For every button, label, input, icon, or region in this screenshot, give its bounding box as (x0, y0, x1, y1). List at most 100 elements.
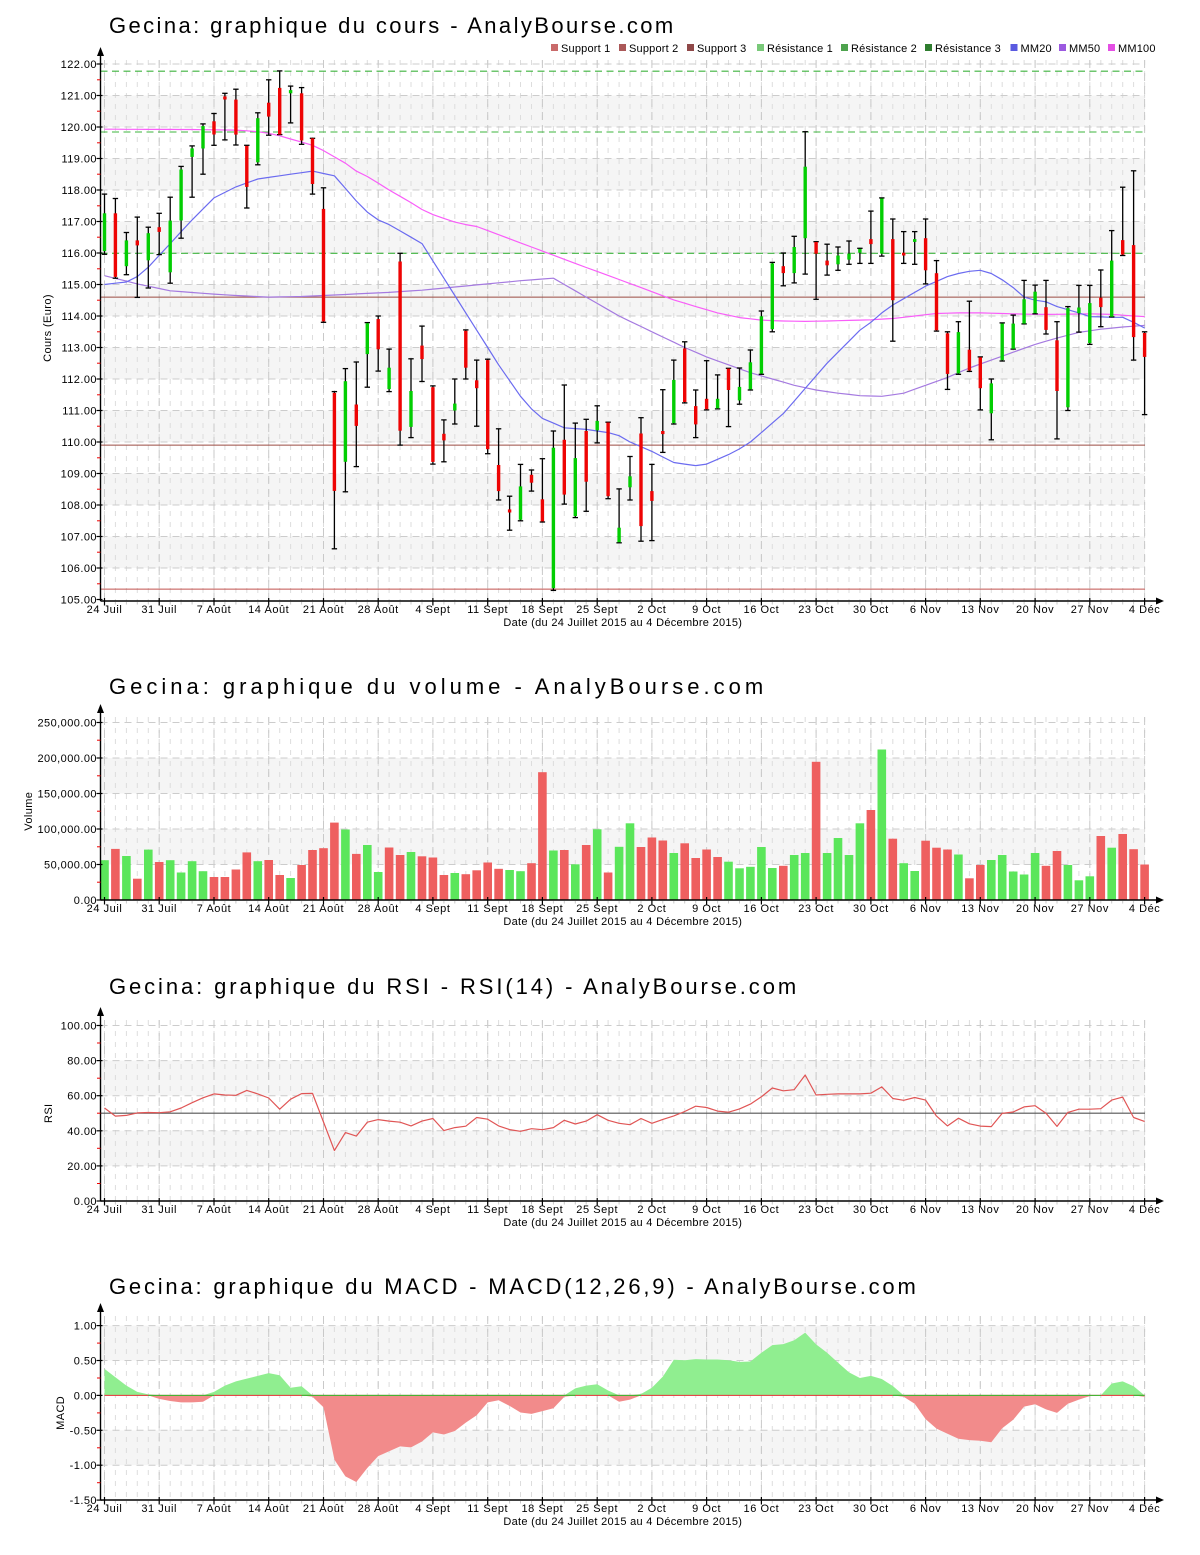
svg-text:250,000.00: 250,000.00 (37, 718, 97, 730)
svg-text:4 Déc: 4 Déc (1129, 604, 1161, 616)
svg-text:11 Sept: 11 Sept (467, 604, 508, 616)
svg-text:13 Nov: 13 Nov (961, 1204, 999, 1216)
svg-text:200,000.00: 200,000.00 (37, 753, 97, 765)
svg-text:108.00: 108.00 (61, 500, 97, 512)
svg-text:11 Sept: 11 Sept (467, 1204, 508, 1216)
svg-text:Gecina: graphique du volume -: Gecina: graphique du volume - AnalyBours… (109, 674, 767, 699)
svg-text:106.00: 106.00 (61, 563, 97, 575)
svg-text:18 Sept: 18 Sept (522, 604, 564, 616)
svg-text:Support 1: Support 1 (561, 43, 611, 55)
svg-text:9 Oct: 9 Oct (692, 903, 721, 915)
svg-text:20 Nov: 20 Nov (1016, 604, 1054, 616)
svg-text:2 Oct: 2 Oct (637, 604, 666, 616)
svg-text:27 Nov: 27 Nov (1071, 903, 1109, 915)
svg-text:28 Août: 28 Août (358, 903, 399, 915)
svg-text:Date (du 24 Juillet 2015 au 4: Date (du 24 Juillet 2015 au 4 Décembre 2… (503, 916, 742, 928)
svg-text:RSI: RSI (43, 1103, 55, 1123)
svg-text:120.00: 120.00 (61, 122, 97, 134)
svg-text:16 Oct: 16 Oct (744, 903, 780, 915)
svg-text:23 Oct: 23 Oct (798, 1204, 834, 1216)
svg-text:9 Oct: 9 Oct (692, 1204, 721, 1216)
svg-text:28 Août: 28 Août (358, 1503, 399, 1515)
svg-text:18 Sept: 18 Sept (522, 1503, 564, 1515)
svg-text:Date (du 24 Juillet 2015 au 4: Date (du 24 Juillet 2015 au 4 Décembre 2… (503, 1516, 742, 1528)
svg-text:25 Sept: 25 Sept (576, 604, 618, 616)
svg-text:7 Août: 7 Août (197, 604, 232, 616)
svg-text:11 Sept: 11 Sept (467, 1503, 508, 1515)
svg-text:6 Nov: 6 Nov (910, 903, 942, 915)
svg-text:4 Déc: 4 Déc (1129, 1503, 1161, 1515)
svg-text:100,000.00: 100,000.00 (37, 824, 97, 836)
svg-text:Cours (Euro): Cours (Euro) (42, 294, 54, 362)
svg-text:114.00: 114.00 (61, 311, 97, 323)
svg-text:31 Juil: 31 Juil (141, 1503, 177, 1515)
svg-text:30 Oct: 30 Oct (853, 1204, 889, 1216)
svg-text:50,000.00: 50,000.00 (44, 860, 97, 872)
svg-text:122.00: 122.00 (61, 59, 97, 71)
svg-text:21 Août: 21 Août (303, 604, 344, 616)
svg-text:25 Sept: 25 Sept (576, 1204, 618, 1216)
svg-text:20 Nov: 20 Nov (1016, 1204, 1054, 1216)
svg-text:24 Juil: 24 Juil (87, 604, 123, 616)
svg-text:109.00: 109.00 (61, 469, 97, 481)
svg-text:Date (du 24 Juillet 2015 au 4: Date (du 24 Juillet 2015 au 4 Décembre 2… (503, 617, 742, 629)
svg-text:7 Août: 7 Août (197, 903, 232, 915)
svg-text:4 Déc: 4 Déc (1129, 1204, 1161, 1216)
svg-text:0.00: 0.00 (74, 1196, 97, 1208)
svg-text:107.00: 107.00 (61, 532, 97, 544)
svg-text:18 Sept: 18 Sept (522, 903, 564, 915)
svg-text:-0.50: -0.50 (70, 1425, 97, 1437)
svg-text:20 Nov: 20 Nov (1016, 903, 1054, 915)
svg-text:MACD: MACD (55, 1396, 67, 1430)
svg-text:1.00: 1.00 (74, 1321, 97, 1333)
svg-text:21 Août: 21 Août (303, 1204, 344, 1216)
svg-text:24 Juil: 24 Juil (87, 903, 123, 915)
svg-text:31 Juil: 31 Juil (141, 903, 177, 915)
svg-text:16 Oct: 16 Oct (744, 604, 780, 616)
svg-text:30 Oct: 30 Oct (853, 903, 889, 915)
svg-text:150,000.00: 150,000.00 (37, 789, 97, 801)
svg-text:6 Nov: 6 Nov (910, 1204, 942, 1216)
svg-text:13 Nov: 13 Nov (961, 604, 999, 616)
svg-text:80.00: 80.00 (67, 1056, 97, 1068)
svg-text:25 Sept: 25 Sept (576, 903, 618, 915)
svg-text:30 Oct: 30 Oct (853, 604, 889, 616)
svg-text:MM20: MM20 (1021, 43, 1052, 55)
svg-text:23 Oct: 23 Oct (798, 604, 834, 616)
svg-text:18 Sept: 18 Sept (522, 1204, 564, 1216)
svg-text:21 Août: 21 Août (303, 903, 344, 915)
svg-text:9 Oct: 9 Oct (692, 604, 721, 616)
svg-text:Résistance 1: Résistance 1 (767, 43, 833, 55)
svg-text:28 Août: 28 Août (358, 1204, 399, 1216)
svg-text:11 Sept: 11 Sept (467, 903, 508, 915)
svg-text:Résistance 3: Résistance 3 (935, 43, 1001, 55)
svg-text:4 Sept: 4 Sept (415, 1204, 450, 1216)
svg-text:100.00: 100.00 (61, 1021, 97, 1033)
svg-text:Résistance 2: Résistance 2 (851, 43, 917, 55)
svg-text:27 Nov: 27 Nov (1071, 1503, 1109, 1515)
svg-text:-1.50: -1.50 (70, 1495, 97, 1507)
svg-text:0.00: 0.00 (74, 895, 97, 907)
svg-text:113.00: 113.00 (61, 343, 97, 355)
svg-text:117.00: 117.00 (61, 217, 97, 229)
svg-text:4 Sept: 4 Sept (415, 604, 450, 616)
svg-text:105.00: 105.00 (61, 595, 97, 607)
svg-text:27 Nov: 27 Nov (1071, 604, 1109, 616)
svg-text:24 Juil: 24 Juil (87, 1204, 123, 1216)
svg-text:23 Oct: 23 Oct (798, 1503, 834, 1515)
svg-text:110.00: 110.00 (61, 437, 97, 449)
svg-text:7 Août: 7 Août (197, 1204, 232, 1216)
svg-text:112.00: 112.00 (61, 374, 97, 386)
svg-text:6 Nov: 6 Nov (910, 1503, 942, 1515)
svg-text:16 Oct: 16 Oct (744, 1503, 780, 1515)
svg-text:4 Déc: 4 Déc (1129, 903, 1161, 915)
svg-text:20.00: 20.00 (67, 1161, 97, 1173)
svg-text:121.00: 121.00 (61, 91, 97, 103)
svg-text:23 Oct: 23 Oct (798, 903, 834, 915)
svg-text:25 Sept: 25 Sept (576, 1503, 618, 1515)
svg-text:Gecina: graphique du RSI - RSI: Gecina: graphique du RSI - RSI(14) - Ana… (109, 974, 799, 999)
svg-text:Support 3: Support 3 (697, 43, 747, 55)
svg-text:116.00: 116.00 (61, 248, 97, 260)
svg-text:30 Oct: 30 Oct (853, 1503, 889, 1515)
svg-text:20 Nov: 20 Nov (1016, 1503, 1054, 1515)
